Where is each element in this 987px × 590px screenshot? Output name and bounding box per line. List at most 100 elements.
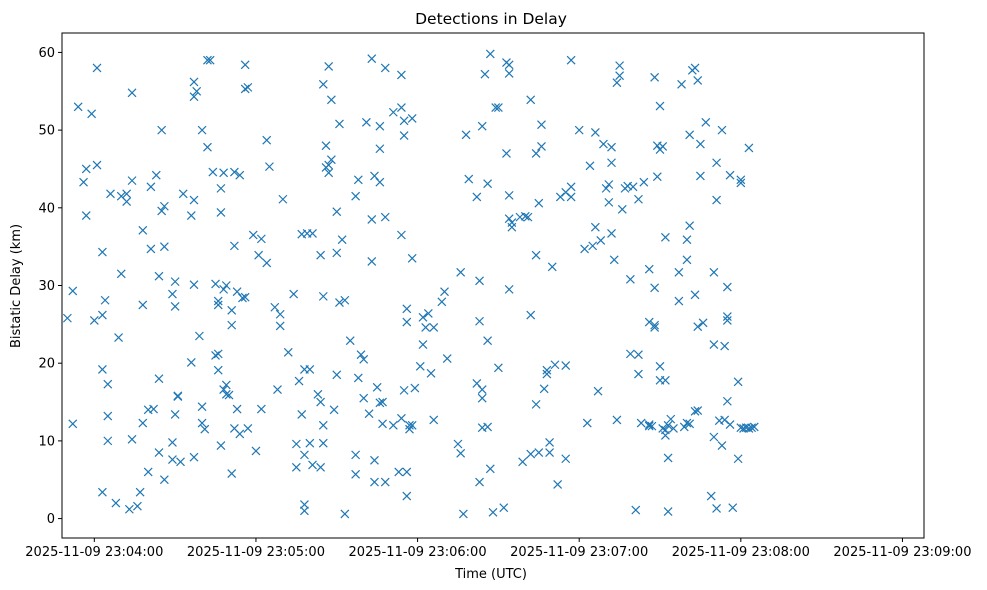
data-point bbox=[733, 454, 743, 464]
data-point bbox=[542, 365, 552, 375]
data-point bbox=[725, 420, 735, 429]
data-point bbox=[456, 267, 466, 277]
data-point bbox=[378, 419, 387, 429]
data-point bbox=[722, 312, 732, 322]
x-tick-label: 2025-11-09 23:06:00 bbox=[349, 545, 487, 560]
data-point bbox=[596, 236, 606, 245]
data-point bbox=[518, 457, 528, 467]
data-point bbox=[318, 420, 328, 430]
data-point bbox=[504, 68, 514, 78]
data-point bbox=[345, 336, 355, 346]
data-point bbox=[453, 439, 463, 449]
data-point bbox=[351, 191, 361, 201]
data-point bbox=[211, 279, 220, 289]
data-point bbox=[219, 284, 229, 294]
data-point bbox=[405, 424, 414, 434]
data-point bbox=[89, 316, 99, 325]
data-point bbox=[335, 298, 344, 308]
data-point bbox=[407, 114, 417, 123]
data-point bbox=[585, 161, 595, 171]
data-point bbox=[221, 281, 231, 290]
data-point bbox=[316, 250, 326, 260]
data-point bbox=[480, 69, 490, 79]
data-point bbox=[100, 295, 110, 305]
data-point bbox=[122, 189, 132, 199]
data-point bbox=[542, 369, 552, 379]
data-point bbox=[235, 170, 245, 180]
data-point bbox=[682, 235, 692, 245]
data-point bbox=[507, 218, 517, 227]
data-point bbox=[685, 221, 695, 231]
data-point bbox=[628, 182, 638, 192]
data-point bbox=[736, 175, 746, 185]
data-point bbox=[332, 207, 342, 217]
data-point bbox=[615, 71, 625, 81]
data-point bbox=[599, 139, 608, 149]
data-point bbox=[203, 55, 212, 65]
data-point bbox=[367, 215, 377, 224]
data-point bbox=[625, 274, 635, 284]
data-point bbox=[189, 195, 199, 205]
data-point bbox=[720, 341, 730, 351]
data-point bbox=[194, 331, 204, 341]
data-point bbox=[652, 172, 662, 182]
data-point bbox=[313, 389, 323, 399]
data-point bbox=[170, 410, 180, 419]
data-point bbox=[615, 61, 625, 71]
data-point bbox=[189, 77, 199, 87]
data-point bbox=[650, 72, 660, 82]
data-point bbox=[685, 419, 695, 429]
data-point bbox=[135, 487, 145, 497]
data-point bbox=[149, 404, 159, 414]
data-point bbox=[305, 438, 315, 448]
data-point bbox=[240, 292, 250, 302]
data-point bbox=[388, 107, 398, 117]
data-point bbox=[617, 204, 627, 214]
data-point bbox=[634, 194, 643, 204]
data-point bbox=[590, 222, 600, 232]
data-point bbox=[483, 422, 493, 432]
data-point bbox=[415, 361, 425, 371]
data-point bbox=[87, 109, 97, 119]
data-point bbox=[370, 455, 379, 465]
y-tick-label: 30 bbox=[38, 279, 55, 294]
data-point bbox=[440, 287, 449, 297]
data-points bbox=[62, 49, 759, 519]
data-point bbox=[407, 420, 417, 430]
data-point bbox=[375, 121, 385, 131]
data-point bbox=[477, 385, 487, 395]
data-point bbox=[176, 457, 185, 467]
data-point bbox=[168, 289, 177, 299]
data-point bbox=[351, 450, 361, 460]
data-point bbox=[485, 464, 495, 474]
data-point bbox=[97, 310, 107, 320]
data-point bbox=[663, 453, 673, 463]
data-point bbox=[375, 144, 385, 154]
data-point bbox=[650, 323, 660, 332]
data-point bbox=[722, 282, 732, 292]
data-point bbox=[660, 431, 670, 440]
data-point bbox=[712, 504, 722, 513]
data-point bbox=[168, 438, 177, 447]
data-point bbox=[254, 250, 264, 260]
y-tick-label: 20 bbox=[38, 357, 55, 372]
data-point bbox=[122, 197, 132, 207]
data-point bbox=[717, 441, 727, 450]
data-point bbox=[475, 276, 484, 286]
data-point bbox=[159, 242, 169, 252]
data-point bbox=[507, 222, 517, 232]
data-point bbox=[537, 120, 546, 130]
data-point bbox=[545, 448, 554, 457]
data-point bbox=[709, 432, 719, 442]
data-point bbox=[456, 448, 466, 458]
data-point bbox=[229, 167, 239, 177]
y-axis: 0 10 20 30 40 50 60 bbox=[38, 46, 62, 527]
data-point bbox=[402, 304, 412, 314]
data-point bbox=[493, 103, 503, 113]
data-point bbox=[192, 86, 202, 96]
data-point bbox=[561, 454, 571, 464]
data-point bbox=[491, 103, 501, 113]
data-point bbox=[722, 316, 732, 325]
data-point bbox=[709, 267, 719, 277]
data-point bbox=[674, 296, 684, 306]
